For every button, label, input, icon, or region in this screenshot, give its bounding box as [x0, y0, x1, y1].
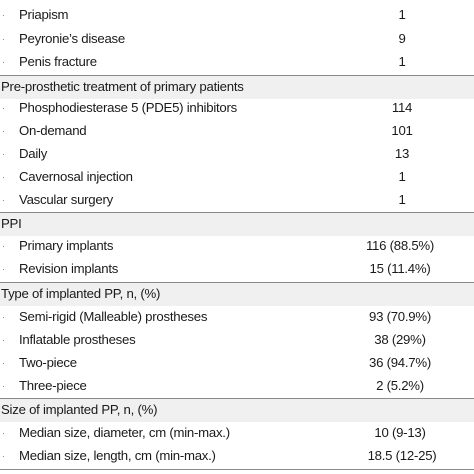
table-row: Median size, length, cm (min-max.) 18.5 … — [0, 445, 474, 468]
row-label: Vascular surgery — [19, 192, 113, 207]
section-divider — [0, 75, 474, 76]
row-label: Revision implants — [19, 261, 119, 276]
table-row: Two-piece 36 (94.7%) — [0, 352, 474, 375]
row-label: Primary implants — [19, 238, 114, 253]
row-value: 114 — [391, 100, 413, 115]
row-value: 101 — [391, 123, 413, 138]
table-row: Vascular surgery 1 — [0, 189, 474, 212]
section-divider — [0, 398, 474, 399]
table-row: Primary implants 116 (88.5%) — [0, 235, 474, 258]
row-marker — [3, 200, 4, 201]
row-label: Two-piece — [19, 355, 77, 370]
row-value: 38 (29%) — [374, 332, 426, 347]
row-label: Three-piece — [19, 378, 87, 393]
row-label: Peyronie’s disease — [19, 31, 125, 46]
section-title: Size of implanted PP, n, (%) — [1, 402, 158, 417]
row-marker — [3, 108, 4, 109]
table-row: Median size, diameter, cm (min-max.) 10 … — [0, 422, 474, 445]
row-label: Semi-rigid (Malleable) prostheses — [19, 309, 208, 324]
row-value: 1 — [398, 7, 406, 22]
row-label: Inflatable prostheses — [19, 332, 136, 347]
row-marker — [3, 269, 4, 270]
table-row: Revision implants 15 (11.4%) — [0, 258, 474, 281]
section-header: Size of implanted PP, n, (%) — [0, 399, 474, 422]
row-marker — [3, 62, 4, 63]
table-row: On-demand 101 — [0, 120, 474, 143]
row-value: 15 (11.4%) — [369, 261, 431, 276]
row-value: 93 (70.9%) — [368, 309, 432, 324]
section-title: Pre-prosthetic treatment of primary pati… — [1, 79, 244, 94]
row-marker — [3, 15, 4, 16]
row-marker — [3, 39, 4, 40]
row-value: 1 — [398, 192, 406, 207]
row-marker — [3, 177, 4, 178]
table-row: Penis fracture 1 — [0, 51, 474, 74]
section-header: Pre-prosthetic treatment of primary pati… — [0, 76, 474, 99]
table-bottom-rule — [0, 469, 474, 470]
row-label: Daily — [19, 146, 48, 161]
table-row: Inflatable prostheses 38 (29%) — [0, 329, 474, 352]
row-value: 1 — [398, 169, 406, 184]
row-value: 10 (9-13) — [374, 425, 426, 440]
row-value: 116 (88.5%) — [365, 238, 435, 253]
row-marker — [3, 433, 4, 434]
row-marker — [3, 340, 4, 341]
table-row: Cavernosal injection 1 — [0, 166, 474, 189]
row-value: 13 — [394, 146, 410, 161]
section-title: Type of implanted PP, n, (%) — [1, 286, 161, 301]
section-title: PPI — [1, 216, 22, 231]
row-label: Phosphodiesterase 5 (PDE5) inhibitors — [19, 100, 237, 115]
row-label: Penis fracture — [19, 54, 97, 69]
row-value: 1 — [398, 54, 406, 69]
row-marker — [3, 317, 4, 318]
row-marker — [3, 386, 4, 387]
table-row: Daily 13 — [0, 143, 474, 166]
row-marker — [3, 154, 4, 155]
table-row: Priapism 1 — [0, 4, 474, 27]
row-label: Median size, diameter, cm (min-max.) — [19, 425, 230, 440]
table-row: Phosphodiesterase 5 (PDE5) inhibitors 11… — [0, 97, 474, 120]
section-divider — [0, 282, 474, 283]
row-label: Cavernosal injection — [19, 169, 133, 184]
table-row: Three-piece 2 (5.2%) — [0, 375, 474, 398]
table-row: Semi-rigid (Malleable) prostheses 93 (70… — [0, 306, 474, 329]
section-header: Type of implanted PP, n, (%) — [0, 283, 474, 306]
row-value: 2 (5.2%) — [376, 378, 424, 393]
row-label: On-demand — [19, 123, 87, 138]
table-row: Peyronie’s disease 9 — [0, 28, 474, 51]
row-value: 9 — [398, 31, 406, 46]
section-divider — [0, 212, 474, 213]
row-value: 36 (94.7%) — [368, 355, 432, 370]
row-marker — [3, 131, 4, 132]
row-marker — [3, 363, 4, 364]
row-marker — [3, 246, 4, 247]
row-label: Priapism — [19, 7, 69, 22]
row-label: Median size, length, cm (min-max.) — [19, 448, 216, 463]
section-header: PPI — [0, 213, 474, 236]
row-marker — [3, 456, 4, 457]
row-value: 18.5 (12-25) — [367, 448, 437, 463]
